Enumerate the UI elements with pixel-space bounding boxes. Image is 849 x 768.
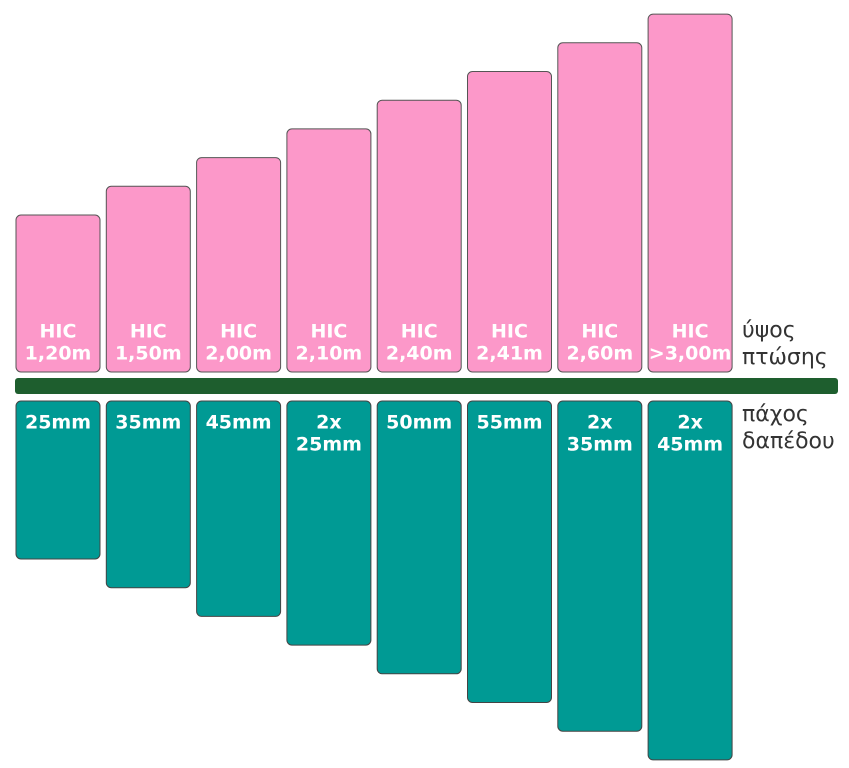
thickness-box — [376, 400, 462, 675]
height-box — [196, 157, 282, 373]
thickness-box — [15, 400, 101, 560]
thickness-box — [647, 400, 733, 761]
height-box — [286, 128, 372, 373]
side-label: δαπέδου — [742, 429, 835, 454]
height-label: HIC — [130, 321, 167, 343]
height-box — [467, 71, 552, 373]
thickness-label: 45mm — [657, 434, 723, 456]
height-label: 1,50m — [115, 343, 182, 365]
thickness-label: 35mm — [115, 412, 181, 434]
thickness-label: 50mm — [386, 412, 452, 434]
side-label: πάχος — [742, 402, 809, 427]
thickness-box — [557, 400, 643, 732]
height-label: 2,60m — [566, 343, 633, 365]
thickness-label: 35mm — [567, 434, 633, 456]
thickness-label: 45mm — [206, 412, 272, 434]
thickness-label: 25mm — [296, 434, 362, 456]
thickness-label: 2x — [316, 412, 341, 434]
height-label: HIC — [672, 321, 709, 343]
height-box — [647, 13, 733, 373]
thickness-box — [105, 400, 191, 589]
thickness-label: 55mm — [476, 412, 542, 434]
height-label: >3,00m — [649, 343, 732, 365]
height-label: 1,20m — [25, 343, 92, 365]
height-box — [105, 185, 191, 373]
divider-band — [15, 378, 838, 394]
height-box — [15, 214, 101, 373]
height-box — [557, 42, 643, 373]
height-label: HIC — [401, 321, 438, 343]
height-label: 2,41m — [476, 343, 543, 365]
thickness-box — [286, 400, 372, 646]
side-label: πτώσης — [742, 345, 828, 370]
height-box — [376, 99, 462, 373]
thickness-label: 2x — [677, 412, 702, 434]
height-label: HIC — [310, 321, 347, 343]
side-label: ύψος — [742, 318, 796, 343]
thickness-label: 2x — [587, 412, 612, 434]
thickness-label: 25mm — [25, 412, 91, 434]
thickness-box — [196, 400, 282, 617]
height-label: 2,40m — [386, 343, 453, 365]
height-label: HIC — [581, 321, 618, 343]
height-label: HIC — [220, 321, 257, 343]
height-label: 2,00m — [205, 343, 272, 365]
height-label: HIC — [40, 321, 77, 343]
height-label: 2,10m — [296, 343, 363, 365]
thickness-box — [467, 400, 552, 703]
height-label: HIC — [491, 321, 528, 343]
